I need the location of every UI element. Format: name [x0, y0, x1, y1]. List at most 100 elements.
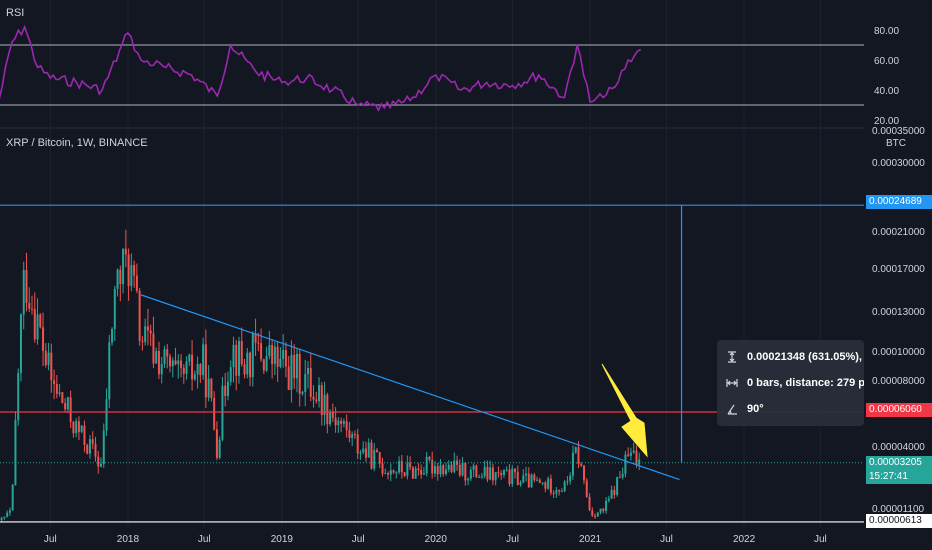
candle-body: [163, 349, 166, 364]
candle-body: [318, 385, 321, 402]
candle-body: [560, 490, 563, 492]
candle-body: [569, 475, 572, 482]
candle-body: [8, 510, 11, 513]
candle-body: [180, 360, 183, 368]
candle-body: [605, 500, 608, 511]
candle-body: [436, 466, 439, 475]
candle-body: [364, 448, 367, 458]
candle-body: [42, 327, 45, 351]
candle-body: [295, 353, 298, 379]
candle-body: [293, 354, 296, 379]
candle-body: [533, 474, 536, 481]
symbol-title[interactable]: XRP / Bitcoin, 1W, BINANCE: [6, 137, 148, 149]
candle-body: [157, 350, 160, 375]
candle-body: [229, 367, 232, 382]
candle-body: [629, 452, 632, 456]
candle-body: [177, 360, 180, 365]
candle-body: [33, 309, 36, 340]
candle-body: [348, 430, 351, 439]
candle-body: [478, 476, 481, 478]
candle-body: [271, 345, 274, 364]
candle-body: [25, 270, 28, 303]
candle-body: [566, 481, 569, 483]
candle-body: [268, 345, 271, 356]
candle-body: [525, 473, 528, 476]
candle-body: [77, 421, 80, 432]
candle-body: [204, 344, 207, 398]
candle-body: [135, 275, 138, 291]
candle-body: [406, 463, 409, 476]
candle-body: [541, 482, 544, 484]
candle-body: [326, 394, 329, 425]
candle-body: [218, 439, 221, 458]
candle-body: [69, 397, 72, 422]
candle-body: [116, 269, 119, 289]
candle-body: [461, 462, 464, 476]
candle-body: [240, 341, 243, 365]
candle-body: [215, 429, 218, 458]
candle-body: [257, 342, 260, 344]
candle-body: [376, 450, 379, 453]
price-badge-red: 0.00006060: [866, 403, 932, 417]
candle-body: [489, 467, 492, 480]
candle-body: [464, 462, 467, 481]
candle-body: [323, 394, 326, 416]
candle-body: [345, 421, 348, 431]
candle-body: [387, 473, 390, 475]
candle-body: [370, 442, 373, 469]
candle-body: [511, 468, 514, 485]
candle-body: [610, 489, 613, 499]
candle-body: [414, 468, 417, 479]
candle-body: [331, 412, 334, 418]
candle-body: [94, 443, 97, 457]
candle-body: [373, 450, 376, 469]
candle-body: [105, 399, 108, 431]
candle-body: [122, 248, 125, 285]
candle-body: [400, 461, 403, 473]
candle-body: [169, 356, 172, 367]
candle-body: [202, 344, 205, 376]
candle-body: [486, 466, 489, 480]
candle-body: [144, 326, 147, 342]
candle-body: [334, 417, 337, 426]
candle-body: [146, 326, 149, 331]
rsi-indicator-label[interactable]: RSI: [6, 7, 25, 19]
candle-body: [72, 421, 75, 434]
candle-body: [329, 412, 332, 425]
candle-body: [188, 354, 191, 362]
candle-body: [588, 496, 591, 511]
candle-body: [102, 430, 105, 464]
candle-body: [580, 463, 583, 466]
candle-body: [290, 354, 293, 391]
candle-body: [417, 468, 420, 470]
time-tick-label: 2021: [579, 534, 602, 545]
candle-body: [193, 374, 196, 380]
candle-body: [127, 254, 130, 287]
candle-body: [246, 352, 249, 375]
candle-body: [389, 470, 392, 475]
candle-body: [130, 265, 133, 287]
candle-body: [409, 463, 412, 468]
candle-body: [351, 434, 354, 439]
candle-body: [50, 352, 53, 381]
candle-body: [309, 368, 312, 397]
candle-body: [47, 352, 50, 366]
candle-body: [627, 454, 630, 456]
price-tick-label: 0.00013000: [872, 307, 925, 318]
currency-label: BTC: [886, 138, 906, 149]
candle-body: [635, 450, 638, 465]
candle-body: [111, 329, 114, 343]
time-tick-label: Jul: [660, 534, 673, 545]
candle-body: [6, 512, 9, 517]
candle-body: [475, 465, 478, 478]
rsi-tick-label: 40.00: [874, 86, 899, 97]
candle-body: [284, 350, 287, 367]
annotation-arrow: [601, 363, 648, 458]
candle-body: [392, 470, 395, 473]
candle-body: [381, 463, 384, 474]
candle-body: [522, 475, 525, 483]
candle-body: [221, 385, 224, 440]
candle-body: [599, 508, 602, 513]
candle-body: [362, 448, 365, 453]
